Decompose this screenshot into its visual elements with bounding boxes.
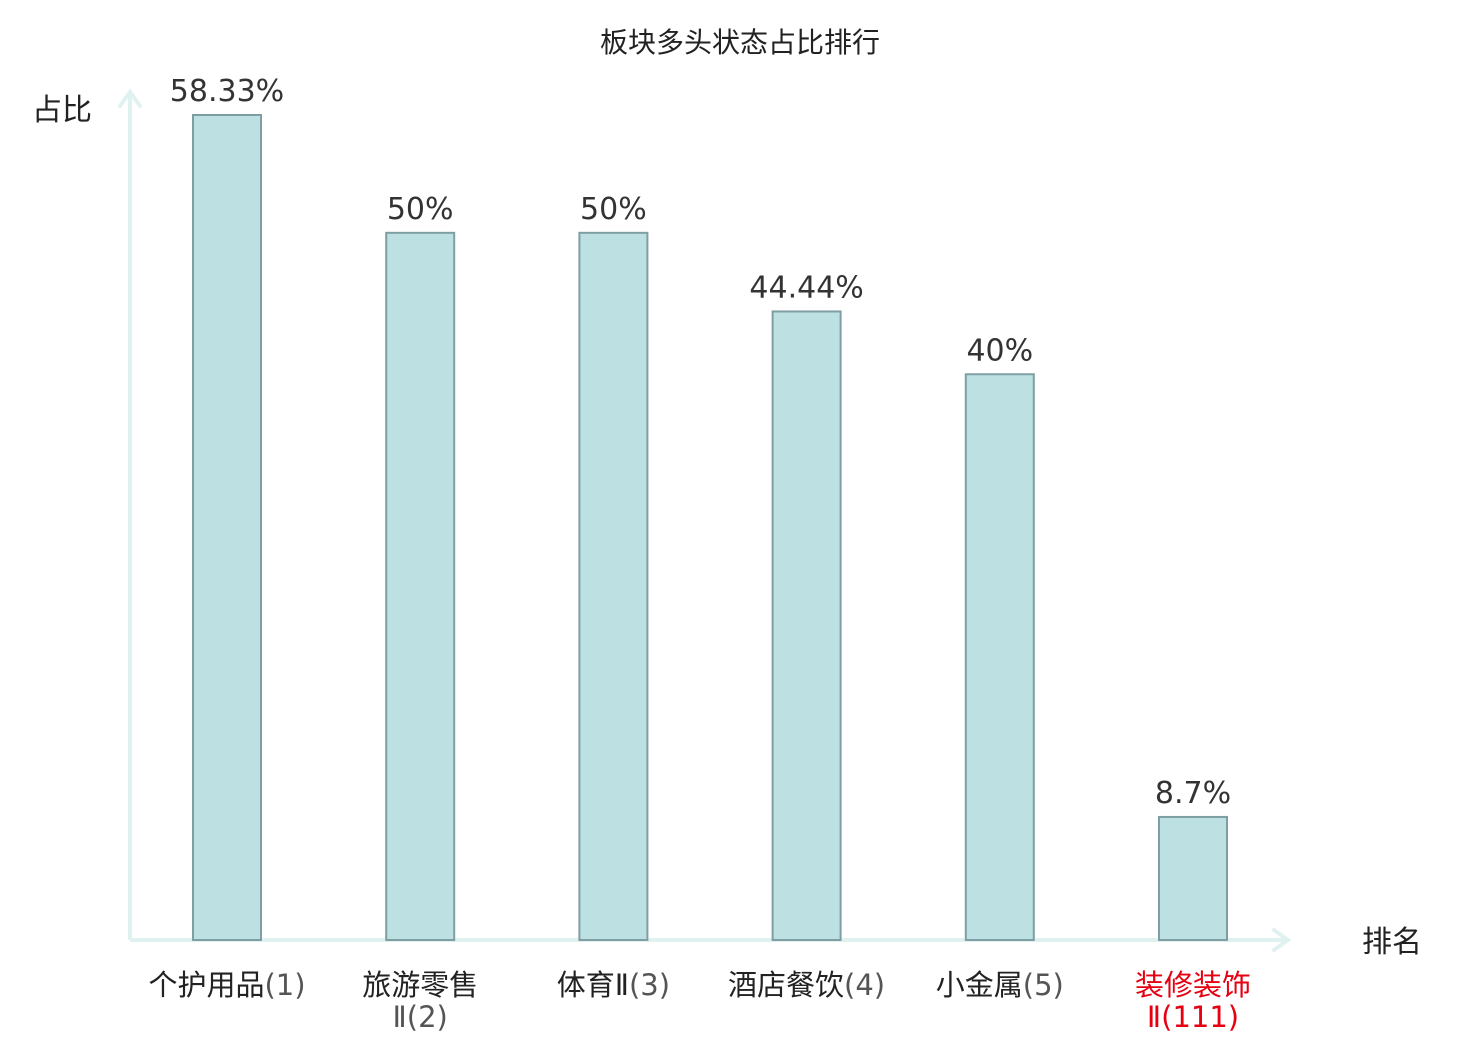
category-label-6: 装修装饰 Ⅱ(111) — [1135, 968, 1251, 1034]
category-label-1: 个护用品(1) — [148, 968, 305, 1002]
category-label-4: 酒店餐饮(4) — [728, 968, 885, 1002]
bar-2 — [385, 231, 456, 942]
axes — [118, 88, 1292, 952]
chart-title: 板块多头状态占比排行 — [600, 26, 880, 59]
x-axis-arrow-icon — [1272, 928, 1292, 952]
bars-group — [192, 114, 1228, 942]
category-label-5: 小金属(5) — [936, 968, 1064, 1002]
value-label-1: 58.33% — [170, 74, 284, 109]
value-labels-group: 58.33% 50% 50% 44.44% 40% 8.7% — [170, 74, 1231, 811]
value-label-3: 50% — [580, 192, 647, 227]
value-label-6: 8.7% — [1155, 776, 1231, 811]
category-labels-group: 个护用品(1) 旅游零售 Ⅱ(2) 体育Ⅱ(3) 酒店餐饮(4) 小金属(5) 装修装饰 Ⅱ(… — [148, 968, 1251, 1034]
value-label-4: 44.44% — [749, 270, 863, 305]
bar-5 — [964, 373, 1035, 942]
y-axis-arrow-icon — [118, 88, 142, 108]
category-label-3: 体育Ⅱ(3) — [557, 968, 670, 1002]
bar-4 — [771, 310, 842, 941]
bar-6 — [1158, 815, 1228, 942]
x-axis-label: 排名 — [1362, 925, 1422, 960]
y-axis-label: 占比 — [32, 93, 92, 128]
value-label-2: 50% — [387, 192, 454, 227]
value-label-5: 40% — [966, 333, 1033, 368]
bar-1 — [192, 114, 262, 941]
bar-3 — [578, 231, 649, 942]
category-label-2: 旅游零售 Ⅱ(2) — [362, 968, 478, 1034]
